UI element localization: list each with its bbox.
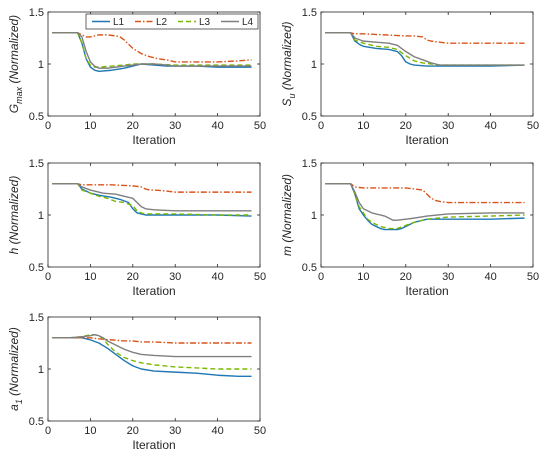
series-line-l4: [325, 183, 525, 221]
y-tick-label: 0.5: [29, 262, 44, 274]
y-tick-label: 0.5: [29, 416, 44, 428]
legend: L1 L2 L3 L4: [85, 13, 259, 30]
subplot-1: 0 10 20 30 40 50 0.5 1 1.5 Iteration Gmax (Normali…: [7, 7, 266, 147]
y-axis-label: h (Normalized): [7, 176, 21, 255]
series-line-l1: [52, 183, 252, 217]
x-axis-label: Iteration: [132, 133, 175, 147]
x-tick-label: 10: [84, 271, 96, 283]
subplot-5: 0 10 20 30 40 50 0.5 1 1.5 Iteration a1 (Normalize…: [7, 312, 266, 452]
series-line-l1: [52, 337, 252, 377]
axes-box: [47, 316, 261, 422]
y-tick-label: 1.5: [302, 158, 317, 170]
x-tick-label: 0: [45, 425, 51, 437]
y-tick-label: 1: [38, 210, 44, 222]
x-tick-label: 10: [84, 425, 96, 437]
x-tick-label: 50: [254, 425, 266, 437]
y-tick-label: 1: [38, 364, 44, 376]
x-tick-label: 10: [357, 271, 369, 283]
subplot-3: 0 10 20 30 40 50 0.5 1 1.5 Iteration h (Normalized…: [7, 158, 266, 298]
y-tick-label: 0.5: [29, 111, 44, 123]
series-line-l3: [52, 32, 252, 68]
x-tick-label: 20: [400, 120, 412, 132]
series-line-l1: [325, 183, 525, 231]
x-tick-label: 30: [169, 120, 181, 132]
legend-label-l4: L4: [242, 17, 254, 28]
series-line-l3: [52, 183, 252, 216]
x-tick-label: 40: [484, 120, 496, 132]
y-axis-label: Su (Normalized): [280, 21, 297, 106]
x-tick-label: 30: [442, 120, 454, 132]
x-axis-label: Iteration: [132, 284, 175, 298]
x-axis-label: Iteration: [405, 284, 448, 298]
series-line-l3: [325, 183, 525, 230]
x-tick-label: 0: [318, 271, 324, 283]
series-line-l2: [52, 337, 252, 344]
series-line-l4: [52, 333, 252, 358]
series-line-l2: [52, 183, 252, 193]
x-tick-label: 30: [442, 271, 454, 283]
series-line-l4: [52, 183, 252, 212]
x-tick-label: 20: [127, 120, 139, 132]
y-tick-label: 1.5: [302, 7, 317, 19]
series-line-l1: [325, 32, 525, 67]
subplot-2: 0 10 20 30 40 50 0.5 1 1.5 Iteration Su (Normalize…: [280, 7, 539, 147]
y-tick-label: 1.5: [29, 158, 44, 170]
x-tick-label: 50: [254, 120, 266, 132]
x-tick-label: 40: [211, 425, 223, 437]
x-tick-label: 0: [318, 120, 324, 132]
y-tick-label: 1: [38, 59, 44, 71]
y-tick-label: 1: [311, 210, 317, 222]
y-axis-label: a1 (Normalized): [7, 327, 24, 411]
x-tick-label: 20: [127, 425, 139, 437]
series-line-l4: [325, 32, 525, 66]
x-tick-label: 40: [211, 271, 223, 283]
legend-box: [85, 13, 259, 30]
y-tick-label: 1.5: [29, 312, 44, 324]
y-tick-label: 1.5: [29, 7, 44, 19]
subplot-4: 0 10 20 30 40 50 0.5 1 1.5 Iteration m (Normalized…: [280, 158, 539, 298]
x-tick-label: 30: [169, 271, 181, 283]
x-tick-label: 10: [84, 120, 96, 132]
x-tick-label: 50: [254, 271, 266, 283]
x-tick-label: 20: [127, 271, 139, 283]
x-axis-label: Iteration: [405, 133, 448, 147]
x-tick-label: 40: [211, 120, 223, 132]
axes-box: [320, 11, 534, 117]
x-tick-label: 40: [484, 271, 496, 283]
series-line-l4: [52, 32, 252, 69]
y-axis-label: Gmax (Normalized): [7, 15, 24, 113]
x-tick-label: 0: [45, 271, 51, 283]
y-tick-label: 1: [311, 59, 317, 71]
series-line-l2: [325, 32, 525, 44]
y-tick-label: 0.5: [302, 111, 317, 123]
x-tick-label: 10: [357, 120, 369, 132]
x-axis-label: Iteration: [132, 438, 175, 452]
y-axis-label: m (Normalized): [280, 174, 294, 256]
legend-label-l3: L3: [199, 17, 211, 28]
x-tick-label: 50: [527, 120, 539, 132]
legend-label-l1: L1: [113, 17, 125, 28]
x-tick-label: 30: [169, 425, 181, 437]
x-tick-label: 0: [45, 120, 51, 132]
legend-label-l2: L2: [156, 17, 168, 28]
series-line-l2: [52, 32, 252, 63]
axes-box: [320, 162, 534, 268]
series-line-l2: [325, 183, 525, 204]
x-tick-label: 50: [527, 271, 539, 283]
y-tick-label: 0.5: [302, 262, 317, 274]
x-tick-label: 20: [400, 271, 412, 283]
